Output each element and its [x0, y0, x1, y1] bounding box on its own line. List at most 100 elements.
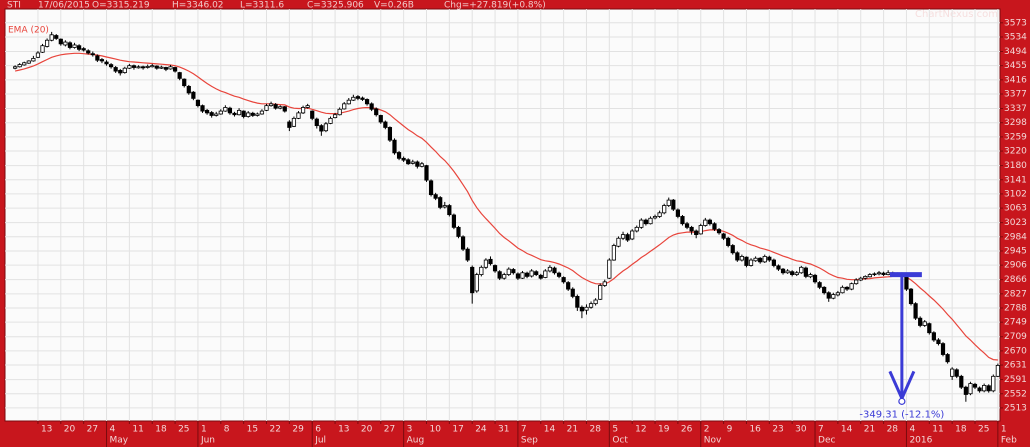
candle-body: [950, 368, 955, 377]
candle-body: [694, 230, 699, 236]
candle-body: [223, 107, 228, 112]
candle-body: [698, 225, 703, 235]
candle-body: [44, 39, 50, 47]
candle-body: [506, 268, 511, 275]
candle-body: [433, 194, 438, 199]
y-tick-label: 2670: [1004, 346, 1027, 356]
y-tick-label: 3494: [1004, 47, 1027, 57]
plot-area: [4, 8, 1001, 422]
candle-body: [200, 105, 205, 112]
candle-body: [812, 274, 818, 283]
candle-body: [799, 266, 804, 274]
candle-body: [556, 272, 562, 277]
candle-body: [191, 91, 196, 99]
candle-body: [753, 257, 758, 262]
symbol: STI: [7, 1, 21, 11]
candle-body: [630, 230, 635, 240]
candle-body: [721, 233, 726, 239]
y-tick-label: 3298: [1004, 118, 1027, 128]
candle-body: [776, 265, 781, 270]
candle-body: [684, 223, 690, 228]
y-tick-label: 2866: [1004, 275, 1027, 285]
candle-body: [991, 375, 996, 392]
y-tick-label: 2984: [1004, 232, 1027, 242]
candle-body: [931, 332, 936, 341]
x-tick-label: 25: [178, 425, 189, 435]
candle-body: [643, 219, 648, 225]
candle-body: [575, 295, 580, 308]
candle-body: [483, 259, 489, 268]
candle-body: [959, 375, 964, 388]
month-label: Sep: [521, 436, 538, 446]
candle-body: [209, 112, 214, 116]
candle-body: [716, 229, 722, 234]
y-tick-label: 2827: [1004, 289, 1027, 299]
x-tick-label: 28: [887, 425, 899, 435]
candle-body: [671, 199, 676, 210]
candle-body: [607, 259, 612, 279]
candle-body: [319, 125, 324, 132]
x-tick-label: 30: [795, 425, 807, 435]
candle-body: [40, 45, 45, 53]
candle-body: [410, 161, 415, 164]
candle-body: [150, 65, 155, 68]
candle-body: [159, 66, 164, 69]
x-tick-label: 13: [41, 425, 52, 435]
x-tick-label: 10: [429, 425, 441, 435]
x-tick-label: 11: [932, 425, 943, 435]
annotation-label: -349.31 (-12.1%): [859, 409, 944, 420]
candle-body: [881, 272, 886, 275]
change: Chg=+27.819(+0.8%): [444, 1, 546, 11]
candle-body: [415, 161, 420, 167]
x-tick-label: 18: [955, 425, 967, 435]
candle-body: [780, 268, 786, 274]
x-tick-label: 1: [1001, 425, 1007, 435]
candle-body: [264, 105, 269, 111]
ema-line: [14, 52, 998, 361]
candle-body: [104, 61, 109, 65]
candle-body: [803, 267, 808, 277]
x-tick-label: 27: [384, 425, 395, 435]
candle-body: [611, 245, 617, 261]
candle-body: [511, 269, 516, 274]
candle-body: [497, 271, 502, 279]
candle-body: [479, 266, 484, 275]
x-tick-label: 4: [110, 425, 116, 435]
candle-body: [968, 383, 973, 395]
y-tick-label: 2906: [1004, 261, 1027, 271]
candle-body: [49, 34, 54, 41]
y-tick-label: 3180: [1004, 161, 1027, 171]
y-tick-label: 2945: [1004, 246, 1027, 256]
month-label: Dec: [818, 436, 835, 446]
y-tick-label: 2709: [1004, 332, 1027, 342]
candle-body: [374, 108, 379, 116]
candle-body: [355, 96, 361, 99]
candle-body: [771, 259, 776, 266]
candle-body: [534, 271, 539, 275]
candle-body: [287, 121, 292, 128]
candle-body: [12, 66, 18, 69]
month-label: Aug: [407, 436, 425, 446]
candle-body: [730, 245, 735, 254]
x-tick-label: 12: [635, 425, 646, 435]
y-tick-label: 3455: [1004, 61, 1027, 71]
candle-body: [118, 70, 123, 74]
candle-body: [529, 270, 534, 277]
x-tick-label: 31: [498, 425, 509, 435]
x-tick-label: 5: [612, 425, 618, 435]
candle-body: [616, 237, 621, 247]
candle-body: [392, 139, 397, 154]
candle-body: [680, 216, 685, 225]
candle-body: [268, 103, 274, 107]
candle-body: [67, 42, 73, 48]
candle-body: [570, 288, 575, 297]
x-tick-label: 1: [201, 425, 207, 435]
candle-body: [552, 267, 557, 274]
month-label: 2016: [909, 436, 932, 446]
candle-body: [131, 65, 137, 68]
x-tick-label: 29: [292, 425, 304, 435]
candle-body: [982, 384, 987, 392]
watermark: ChartNexus.com: [915, 9, 998, 20]
candle-body: [579, 306, 585, 312]
